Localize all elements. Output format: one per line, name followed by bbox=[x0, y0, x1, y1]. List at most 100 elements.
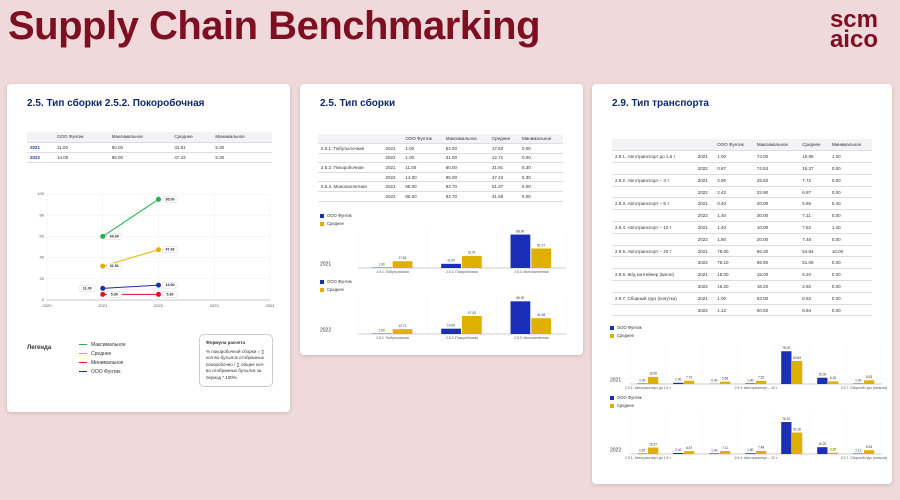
data-point bbox=[156, 196, 161, 202]
table-header-cell: Минимальное bbox=[212, 132, 272, 143]
data-label: 41.58 bbox=[537, 313, 545, 317]
table-cell: 0.00 bbox=[828, 268, 872, 282]
bar bbox=[756, 380, 767, 384]
bar-chart: ООО Фунтик Среднее 2022 2.5.1. Побутылочная… bbox=[320, 279, 567, 340]
table-header-cell: Среднее bbox=[488, 134, 520, 145]
data-label: 51.06 bbox=[793, 427, 801, 431]
table-header-cell: ООО Фунтик bbox=[54, 132, 109, 143]
table-cell: 2022 bbox=[694, 256, 715, 270]
data-label: 2.42 bbox=[675, 448, 681, 452]
data-point bbox=[100, 291, 106, 297]
y-tick-label: 0 bbox=[42, 297, 45, 302]
table-row: 2022 1.12 50.60 8.94 0.00 bbox=[612, 304, 872, 317]
legend-label: ООО Фунтик bbox=[617, 395, 642, 400]
panel-title: 2.5. Тип сборки 2.5.2. Покоробочная bbox=[27, 98, 205, 109]
data-label: 1.80 bbox=[747, 448, 753, 452]
table-cell: 16.20 bbox=[714, 280, 754, 293]
table-cell: 0.00 bbox=[828, 256, 872, 270]
data-label: 86.00 bbox=[516, 296, 524, 300]
data-label: 14.00 bbox=[166, 283, 175, 287]
panel-title: 2.5. Тип сборки bbox=[320, 98, 396, 109]
table-cell: 2022 bbox=[382, 172, 403, 183]
data-label: 7.72 bbox=[686, 376, 692, 380]
table-cell bbox=[612, 162, 695, 175]
table-cell: 0.00 bbox=[828, 186, 872, 199]
x-tick-label: 2024 bbox=[266, 303, 276, 308]
table-cell: 2021 bbox=[694, 150, 715, 164]
bar bbox=[781, 351, 792, 384]
table-cell: 54.84 bbox=[799, 245, 829, 258]
table-cell: 2021 bbox=[694, 221, 715, 234]
bar bbox=[684, 451, 695, 454]
table-header-row: ООО Фунтик Максимальное Среднее Минимальное bbox=[612, 139, 872, 152]
table-row: 2022 1.80 20.00 7.48 0.00 bbox=[612, 233, 872, 246]
bar bbox=[441, 328, 461, 334]
table-cell: 0.00 bbox=[828, 304, 872, 317]
table-cell bbox=[612, 139, 695, 152]
bar bbox=[828, 381, 839, 384]
table-row: 2022 14.00 95.00 47.43 5.30 bbox=[27, 152, 272, 163]
table-cell: 7.48 bbox=[799, 233, 829, 246]
legend-swatch bbox=[79, 344, 87, 346]
data-label: 1.40 bbox=[747, 378, 753, 382]
data-label: 7.48 bbox=[758, 446, 764, 450]
page-title: Supply Chain Benchmarking bbox=[8, 4, 541, 48]
table-cell: 7.52 bbox=[799, 221, 829, 234]
y-tick-label: 60 bbox=[40, 233, 45, 238]
x-tick-label: 2.5.1. Побутылочная bbox=[376, 270, 409, 274]
data-point bbox=[100, 285, 106, 291]
table-cell: 2.9.1. Автотранспорт до 1,5 т bbox=[612, 150, 695, 164]
table-cell: 86.90 bbox=[753, 256, 800, 270]
table-cell: 7.11 bbox=[799, 209, 829, 223]
legend-swatch bbox=[320, 288, 324, 292]
table-cell bbox=[612, 209, 695, 223]
x-tick-label: 2.5.1. Побутылочная bbox=[376, 336, 409, 340]
table-cell bbox=[318, 153, 383, 164]
table-cell: 2021 bbox=[694, 245, 715, 258]
table-cell: 12.71 bbox=[488, 153, 520, 164]
label-box bbox=[162, 291, 178, 298]
table-cell: 94.70 bbox=[442, 181, 489, 193]
x-tick-label: 2.9.4. Автотранспорт – 10 т bbox=[735, 456, 778, 460]
label-box bbox=[106, 291, 122, 298]
y-tick-label: 40 bbox=[40, 255, 45, 260]
data-label: 1.00 bbox=[379, 328, 385, 332]
formula-box: Формула расчета % покоробочной сборки = … bbox=[199, 334, 273, 387]
data-label: 47.43 bbox=[166, 248, 175, 252]
data-label: 7.11 bbox=[722, 446, 728, 450]
data-point bbox=[156, 247, 161, 253]
data-label: 8.63 bbox=[866, 375, 872, 379]
table-cell: 2021 bbox=[382, 162, 403, 173]
table-cell: 15.37 bbox=[799, 162, 829, 175]
table-cell: 30.00 bbox=[753, 209, 800, 223]
table-cell: 2022 bbox=[694, 186, 715, 199]
table-cell: 2021 bbox=[382, 143, 403, 154]
bar bbox=[684, 380, 695, 384]
table-cell: 10.00 bbox=[828, 245, 872, 258]
table-row: 2.9.3. Автотранспорт – 5 т 2021 0.40 20.00 5… bbox=[612, 197, 872, 211]
data-label: 6.20 bbox=[830, 376, 836, 380]
logo-line: scm bbox=[829, 6, 878, 33]
table-cell: 2022 bbox=[382, 153, 403, 164]
legend-label: ООО Фунтик bbox=[327, 279, 352, 284]
data-label: 31.91 bbox=[110, 264, 119, 268]
x-tick-label: 2.9.7. Сборный груз (попутка) bbox=[841, 456, 888, 460]
table-cell: 95.00 bbox=[108, 152, 172, 163]
table-cell: 15.00 bbox=[714, 268, 754, 282]
table-cell: 31.00 bbox=[442, 153, 489, 164]
legend-item: Среднее bbox=[79, 351, 111, 357]
table-cell: 2022 bbox=[694, 233, 715, 246]
table-cell: 2021 bbox=[694, 268, 715, 282]
table-cell: 2022 bbox=[27, 152, 55, 163]
legend-swatch bbox=[610, 404, 614, 408]
data-label: 5.30 bbox=[111, 292, 118, 296]
bar bbox=[745, 453, 756, 454]
table-cell: 2021 bbox=[382, 181, 403, 193]
data-label: 47.43 bbox=[468, 311, 476, 315]
table-cell: 0.00 bbox=[828, 292, 872, 305]
table-cell bbox=[694, 139, 715, 152]
table-header-cell: Максимальное bbox=[442, 134, 489, 145]
y-tick-label: 80 bbox=[40, 212, 45, 217]
data-label: 1.40 bbox=[711, 448, 717, 452]
table-header-cell: ООО Фунтик bbox=[402, 134, 443, 145]
